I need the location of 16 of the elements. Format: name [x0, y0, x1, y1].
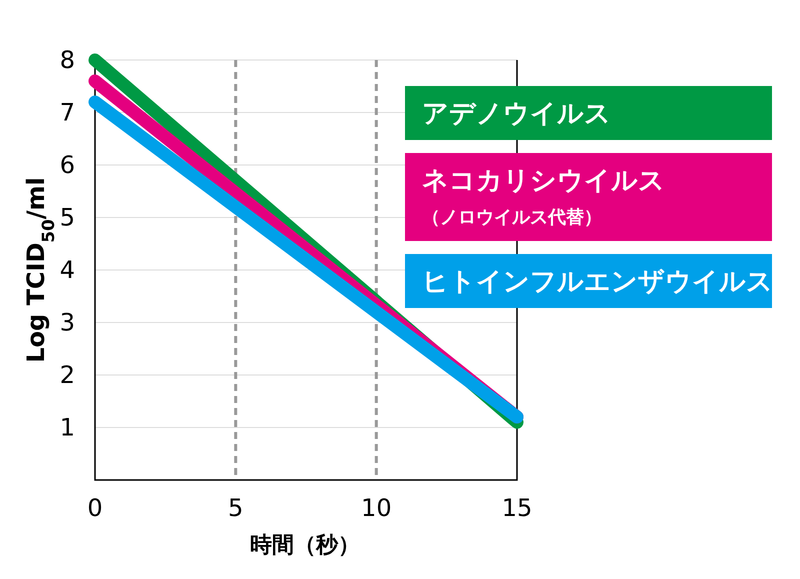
- y-tick-label: 5: [60, 204, 75, 232]
- y-tick-label: 3: [60, 308, 75, 336]
- y-tick-label: 7: [60, 98, 75, 126]
- y-tick-label: 8: [60, 46, 75, 74]
- x-tick-label: 5: [228, 494, 244, 522]
- y-tick-label: 6: [60, 151, 75, 179]
- series-label: ヒトインフルエンザウイルス: [422, 267, 773, 297]
- text: ネコカリシウイルス（ノロウイルス代替）: [422, 166, 665, 228]
- y-tick-label: 4: [60, 256, 75, 284]
- x-axis-title: 時間（秒）: [250, 533, 360, 558]
- y-tick-label: 2: [60, 361, 75, 389]
- x-tick-label: 10: [361, 494, 392, 522]
- text: アデノウイルス: [422, 99, 611, 129]
- x-tick-label: 15: [502, 494, 532, 522]
- x-tick-label: 0: [87, 494, 103, 522]
- y-tick-label: 1: [60, 414, 75, 442]
